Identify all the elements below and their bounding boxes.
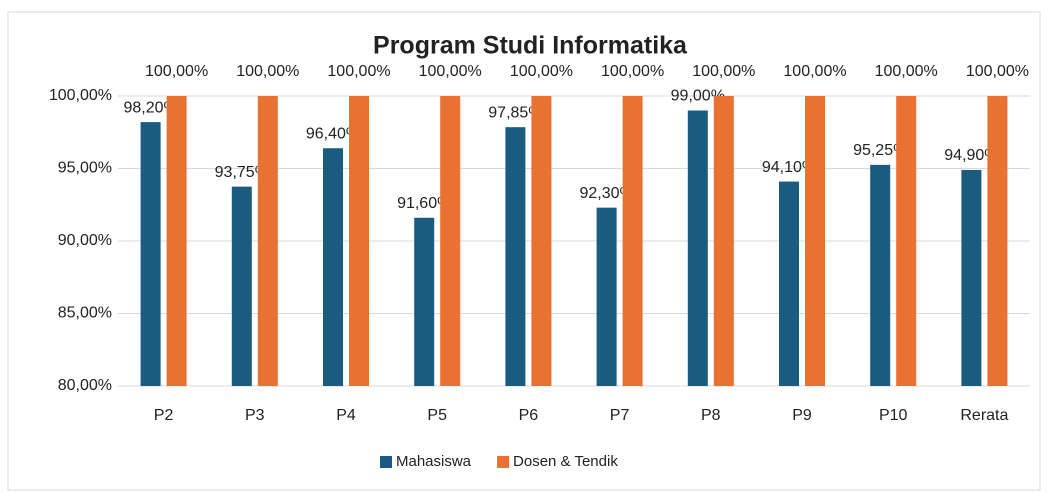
data-label: 100,00% [236, 63, 299, 80]
x-tick-label: P3 [245, 407, 265, 424]
x-tick-label: P6 [519, 407, 539, 424]
data-label: 94,90% [944, 147, 998, 164]
x-tick-label: P4 [336, 407, 356, 424]
data-label: 100,00% [783, 63, 846, 80]
x-tick-label: P5 [427, 407, 447, 424]
y-tick-label: 100,00% [49, 87, 112, 104]
data-label: 99,00% [671, 88, 725, 105]
legend-swatch [497, 456, 510, 468]
y-tick-label: 80,00% [58, 377, 112, 394]
bar [622, 96, 643, 386]
data-label: 94,10% [762, 159, 816, 176]
data-label: 100,00% [966, 63, 1029, 80]
bar [349, 96, 369, 386]
bar [779, 181, 799, 386]
x-tick-label: P10 [879, 407, 908, 424]
bar [987, 96, 1008, 386]
bar [231, 186, 252, 386]
y-tick-label: 85,00% [58, 305, 112, 322]
bar [531, 96, 552, 386]
bar [140, 122, 161, 386]
y-tick-label: 95,00% [58, 160, 112, 177]
x-tick-label: P7 [610, 407, 630, 424]
chart-title: Program Studi Informatika [373, 32, 688, 60]
bar [414, 217, 435, 386]
bar [961, 169, 982, 386]
data-label: 100,00% [419, 63, 482, 80]
bar [713, 96, 734, 386]
data-label: 91,60% [397, 195, 451, 212]
y-tick-label: 90,00% [58, 232, 112, 249]
x-tick-label: Rerata [960, 407, 1008, 424]
bar [896, 96, 917, 386]
data-label: 97,85% [488, 104, 542, 121]
data-label: 96,40% [306, 125, 360, 142]
data-label: 93,75% [215, 164, 269, 181]
bar [323, 148, 343, 386]
bar [440, 96, 461, 386]
bar [166, 96, 187, 386]
data-label: 100,00% [510, 63, 573, 80]
data-label: 100,00% [692, 63, 755, 80]
bar [257, 96, 278, 386]
x-tick-label: P8 [701, 407, 721, 424]
data-label: 100,00% [875, 63, 938, 80]
data-label: 100,00% [327, 63, 390, 80]
bar [505, 127, 526, 387]
data-label: 100,00% [601, 63, 664, 80]
data-label: 100,00% [145, 63, 208, 80]
x-tick-label: P9 [792, 407, 812, 424]
legend-label: Dosen & Tendik [513, 453, 618, 470]
legend-label: Mahasiswa [396, 453, 472, 470]
bar [870, 164, 891, 386]
legend-swatch [380, 456, 392, 468]
bar [687, 110, 708, 386]
data-label: 95,25% [853, 142, 907, 159]
data-label: 92,30% [579, 185, 633, 202]
data-label: 98,20% [123, 99, 177, 116]
bar [805, 96, 825, 386]
bar [596, 207, 617, 386]
x-tick-label: P2 [154, 407, 174, 424]
